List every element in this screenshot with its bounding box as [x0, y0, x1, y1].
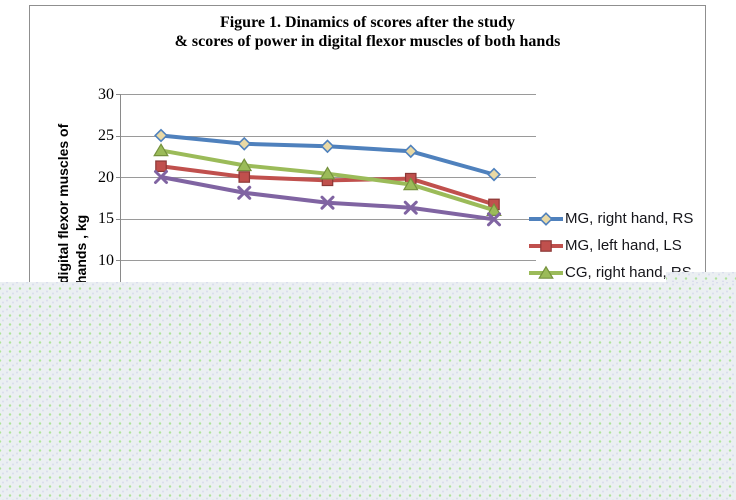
legend-item-label: CG, right hand, RS [565, 264, 692, 281]
data-point-marker-triangle[interactable] [153, 143, 169, 157]
legend-item-label: MG, right hand, RS [565, 210, 694, 227]
data-point-marker-square[interactable] [238, 171, 251, 183]
data-point-marker-diamond[interactable] [403, 144, 418, 159]
data-point-marker-triangle[interactable] [236, 158, 253, 172]
y-axis-title-line-2: hands , kg [73, 214, 89, 284]
series-1[interactable] [154, 128, 501, 182]
legend-item[interactable]: MG, right hand, RS [528, 205, 693, 232]
data-point-marker-diamond[interactable] [154, 128, 168, 143]
chart-title-line-2: & scores of power in digital flexor musc… [174, 33, 561, 50]
legend-marker-triangle [529, 265, 563, 279]
y-axis-title[interactable]: digital flexor muscles of hands , kg [54, 92, 90, 284]
data-point-marker-diamond[interactable] [237, 136, 252, 151]
data-point-marker-square[interactable] [540, 239, 552, 252]
legend-item[interactable]: CG, right hand, RS [528, 259, 693, 286]
legend-marker-square [529, 239, 563, 252]
data-point-marker-triangle[interactable] [486, 202, 502, 217]
legend-marker-diamond [529, 211, 563, 226]
chart-title[interactable]: Figure 1. Dinamics of scores after the s… [30, 13, 705, 51]
data-point-marker-square[interactable] [155, 160, 167, 173]
data-point-marker-x[interactable] [320, 195, 335, 210]
data-point-marker-diamond[interactable] [320, 139, 335, 154]
plot-area[interactable] [114, 94, 544, 289]
data-point-marker-x[interactable] [237, 185, 252, 200]
series-4[interactable] [154, 170, 501, 227]
y-axis-title-line-1: digital flexor muscles of [55, 123, 71, 284]
legend-item-label: MG, left hand, LS [565, 237, 682, 254]
data-point-marker-diamond[interactable] [539, 211, 553, 226]
data-point-marker-x[interactable] [403, 200, 418, 215]
dotted-overlay-panel [0, 282, 736, 500]
data-point-marker-triangle[interactable] [402, 177, 419, 191]
data-point-marker-triangle[interactable] [319, 166, 336, 180]
data-point-marker-x[interactable] [487, 212, 501, 227]
legend-item[interactable]: MG, left hand, LS [528, 232, 693, 259]
series-3[interactable] [153, 143, 502, 217]
data-point-marker-x[interactable] [154, 170, 168, 184]
chart-title-line-1: Figure 1. Dinamics of scores after the s… [219, 14, 516, 31]
legend[interactable]: MG, right hand, RS MG, left hand, LS CG, r… [528, 205, 693, 286]
dotted-overlay-step [666, 272, 736, 282]
data-point-marker-triangle[interactable] [538, 265, 554, 279]
data-point-marker-diamond[interactable] [487, 167, 501, 182]
